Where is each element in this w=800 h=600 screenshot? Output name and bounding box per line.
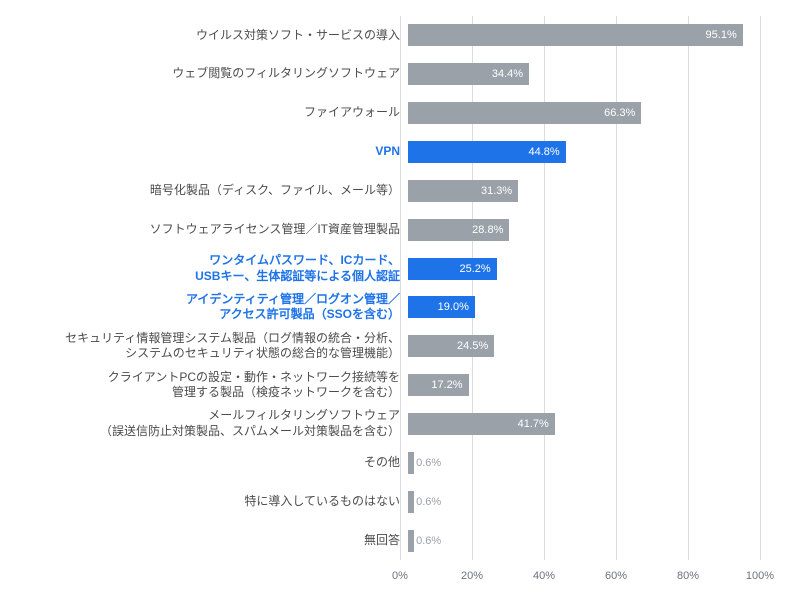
x-tick-label: 100% (746, 570, 774, 582)
x-tick-label: 60% (605, 570, 627, 582)
table-row: 特に導入しているものはない 0.6% (10, 482, 760, 521)
bar-cell: 0.6% (408, 521, 760, 560)
bar-cell: 0.6% (408, 482, 760, 521)
bar: 31.3% (408, 180, 518, 202)
bar: 34.4% (408, 63, 529, 85)
table-row: セキュリティ情報管理システム製品（ログ情報の統合・分析、システムのセキュリティ状… (10, 327, 760, 366)
table-row: アイデンティティ管理／ログオン管理／アクセス許可製品（SSOを含む） 19.0% (10, 288, 760, 327)
bar-cell: 34.4% (408, 55, 760, 94)
category-label: ワンタイムパスワード、ICカード、USBキー、生体認証等による個人認証 (10, 253, 408, 284)
table-row: 暗号化製品（ディスク、ファイル、メール等） 31.3% (10, 171, 760, 210)
table-row: 無回答 0.6% (10, 521, 760, 560)
category-label: アイデンティティ管理／ログオン管理／アクセス許可製品（SSOを含む） (10, 292, 408, 323)
x-tick-label: 40% (533, 570, 555, 582)
x-tick-label: 20% (461, 570, 483, 582)
value-label: 19.0% (438, 301, 469, 313)
bar: 28.8% (408, 219, 509, 241)
category-label: 無回答 (10, 533, 408, 549)
table-row: クライアントPCの設定・動作・ネットワーク接続等を管理する製品（検疫ネットワーク… (10, 366, 760, 405)
bar: 41.7% (408, 413, 555, 435)
value-label: 17.2% (431, 379, 462, 391)
category-label: ウェブ閲覧のフィルタリングソフトウェア (10, 66, 408, 82)
category-label: その他 (10, 455, 408, 471)
bar: 19.0% (408, 296, 475, 318)
bar-cell: 25.2% (408, 249, 760, 288)
table-row: ソフトウェアライセンス管理／IT資産管理製品 28.8% (10, 210, 760, 249)
bar-cell: 41.7% (408, 405, 760, 444)
value-label: 28.8% (472, 224, 503, 236)
security-products-bar-chart: 0% 20% 40% 60% 80% 100% ウイルス対策ソフト・サービスの導入 95.1… (0, 0, 800, 600)
x-tick-label: 0% (392, 570, 408, 582)
category-label: ウイルス対策ソフト・サービスの導入 (10, 28, 408, 44)
value-label: 95.1% (706, 29, 737, 41)
bar (408, 491, 414, 513)
value-label: 41.7% (518, 418, 549, 430)
value-label: 24.5% (457, 340, 488, 352)
bar-cell: 95.1% (408, 16, 760, 55)
bar: 24.5% (408, 335, 494, 357)
bar-cell: 31.3% (408, 171, 760, 210)
value-label: 34.4% (492, 68, 523, 80)
bar (408, 530, 414, 552)
bar: 25.2% (408, 258, 497, 280)
category-label: クライアントPCの設定・動作・ネットワーク接続等を管理する製品（検疫ネットワーク… (10, 370, 408, 401)
bar-cell: 0.6% (408, 443, 760, 482)
value-label: 44.8% (528, 146, 559, 158)
bar-cell: 66.3% (408, 94, 760, 133)
table-row: メールフィルタリングソフトウェア（誤送信防止対策製品、スパムメール対策製品を含む… (10, 405, 760, 444)
value-label: 0.6% (416, 457, 441, 469)
value-label: 31.3% (481, 185, 512, 197)
category-label: セキュリティ情報管理システム製品（ログ情報の統合・分析、システムのセキュリティ状… (10, 331, 408, 362)
category-label: 暗号化製品（ディスク、ファイル、メール等） (10, 183, 408, 199)
category-label: メールフィルタリングソフトウェア（誤送信防止対策製品、スパムメール対策製品を含む… (10, 408, 408, 439)
table-row: VPN 44.8% (10, 133, 760, 172)
bar-cell: 24.5% (408, 327, 760, 366)
rows-container: ウイルス対策ソフト・サービスの導入 95.1% ウェブ閲覧のフィルタリングソフトウェ… (10, 16, 760, 560)
bar: 66.3% (408, 102, 641, 124)
table-row: ファイアウォール 66.3% (10, 94, 760, 133)
value-label: 25.2% (460, 263, 491, 275)
table-row: その他 0.6% (10, 443, 760, 482)
value-label: 0.6% (416, 496, 441, 508)
category-label: VPN (10, 144, 408, 160)
bar-cell: 44.8% (408, 133, 760, 172)
bar-cell: 19.0% (408, 288, 760, 327)
bar: 95.1% (408, 24, 743, 46)
bar-cell: 17.2% (408, 366, 760, 405)
value-label: 66.3% (604, 107, 635, 119)
category-label: 特に導入しているものはない (10, 494, 408, 510)
bar (408, 452, 414, 474)
value-label: 0.6% (416, 535, 441, 547)
bar-cell: 28.8% (408, 210, 760, 249)
x-tick-label: 80% (677, 570, 699, 582)
category-label: ソフトウェアライセンス管理／IT資産管理製品 (10, 222, 408, 238)
gridline (760, 16, 761, 560)
bar: 44.8% (408, 141, 566, 163)
bar: 17.2% (408, 374, 469, 396)
category-label: ファイアウォール (10, 105, 408, 121)
table-row: ワンタイムパスワード、ICカード、USBキー、生体認証等による個人認証 25.2% (10, 249, 760, 288)
table-row: ウイルス対策ソフト・サービスの導入 95.1% (10, 16, 760, 55)
table-row: ウェブ閲覧のフィルタリングソフトウェア 34.4% (10, 55, 760, 94)
